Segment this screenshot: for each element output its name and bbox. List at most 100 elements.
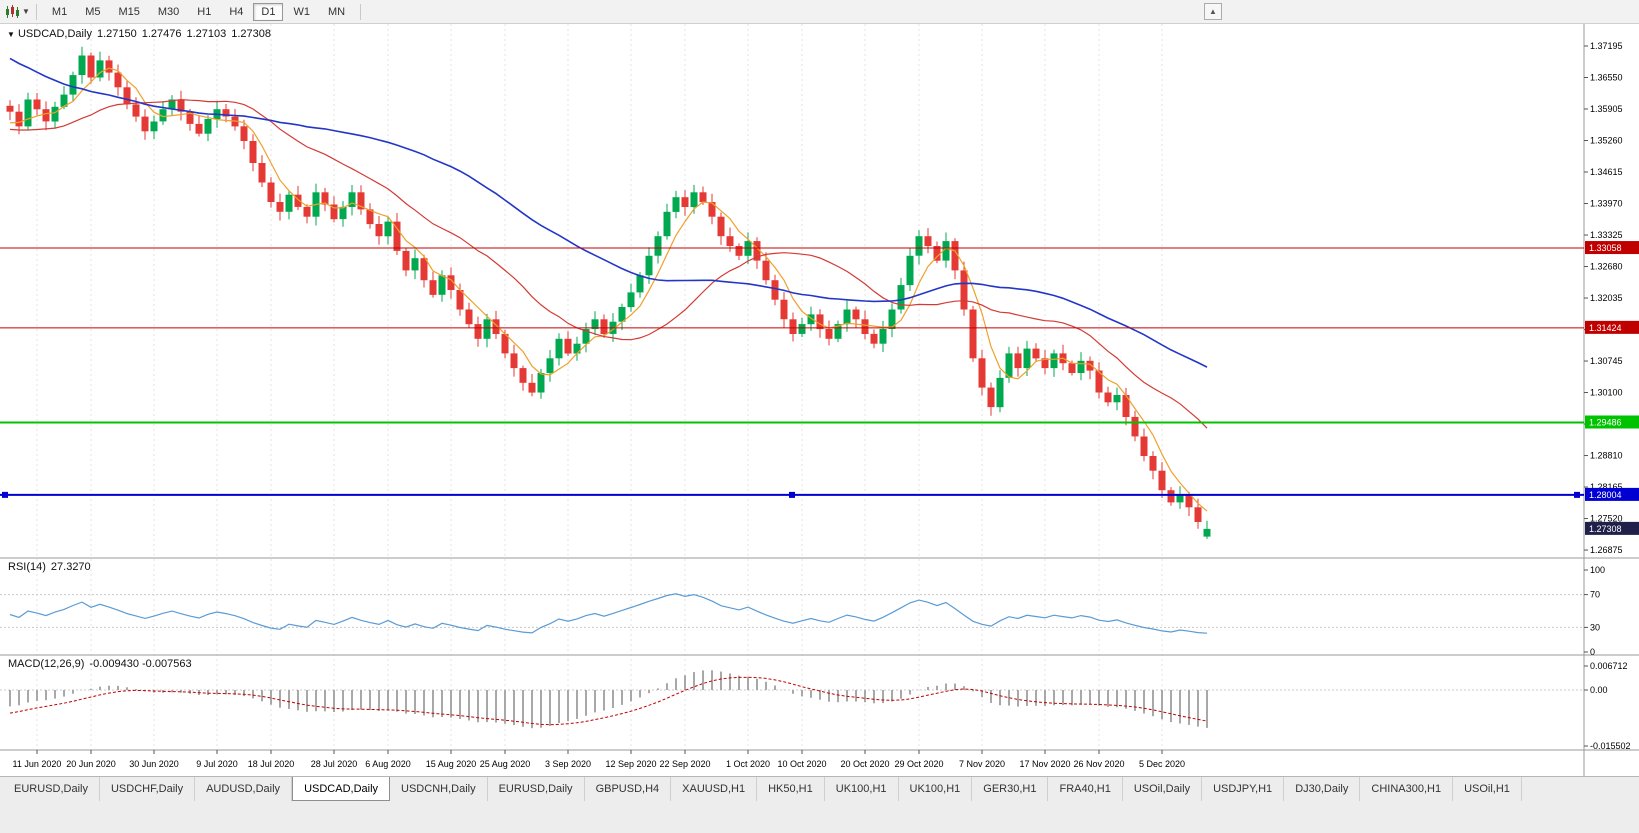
candle xyxy=(969,309,977,359)
candle xyxy=(1023,348,1031,369)
candle xyxy=(834,324,842,339)
level-lines-layer: 1.33058 1.31424 1.29486 1.28004 xyxy=(0,241,1639,501)
svg-text:1.30745: 1.30745 xyxy=(1590,356,1623,366)
price-axis[interactable]: 1.37195 1.36550 1.35905 1.35260 1.34615 1.339… xyxy=(1584,24,1639,750)
timeframe-m30-button[interactable]: M30 xyxy=(157,5,180,18)
tab-usdjpy-h1[interactable]: USDJPY,H1 xyxy=(1202,777,1285,801)
svg-text:6 Aug 2020: 6 Aug 2020 xyxy=(365,759,411,769)
svg-text:3 Sep 2020: 3 Sep 2020 xyxy=(545,759,591,769)
tab-eurusd-daily[interactable]: EURUSD,Daily xyxy=(488,777,585,801)
tab-usdchf-daily[interactable]: USDCHF,Daily xyxy=(100,777,196,801)
candle xyxy=(474,324,482,339)
candle xyxy=(888,309,896,329)
candle xyxy=(78,55,86,75)
candle xyxy=(645,255,653,276)
chevron-down-icon[interactable]: ▼ xyxy=(22,7,30,16)
ma-slow-line xyxy=(9,57,1208,368)
candle xyxy=(771,280,779,300)
candlestick-chart-icon[interactable] xyxy=(5,4,20,19)
svg-text:1.32680: 1.32680 xyxy=(1590,262,1623,272)
tab-usoil-h1[interactable]: USOil,H1 xyxy=(1453,777,1522,801)
tab-ger30-h1[interactable]: GER30,H1 xyxy=(972,777,1049,801)
svg-text:0: 0 xyxy=(1590,647,1595,657)
rsi-value: 27.3270 xyxy=(50,561,91,573)
tab-usoil-daily[interactable]: USOil,Daily xyxy=(1123,777,1203,801)
candle xyxy=(1176,495,1184,503)
candle xyxy=(267,182,275,202)
line-handle[interactable] xyxy=(789,491,795,498)
tab-uk100-h1[interactable]: UK100,H1 xyxy=(899,777,973,801)
svg-text:1.35260: 1.35260 xyxy=(1590,136,1623,146)
svg-text:12 Sep 2020: 12 Sep 2020 xyxy=(605,759,656,769)
timeframe-mn-button[interactable]: MN xyxy=(327,5,346,18)
macd-signal-line xyxy=(9,676,1208,726)
candle xyxy=(339,206,347,220)
line-handle[interactable] xyxy=(1574,491,1580,498)
svg-text:0.006712: 0.006712 xyxy=(1590,661,1628,671)
candle xyxy=(177,99,185,112)
timeframe-m1-button[interactable]: M1 xyxy=(51,5,68,18)
candle xyxy=(942,241,950,261)
svg-text:1.34615: 1.34615 xyxy=(1590,167,1623,177)
collapse-subwindow-icon[interactable]: ▼ xyxy=(7,30,15,39)
candle xyxy=(6,105,14,112)
candle xyxy=(33,99,41,110)
candle xyxy=(393,221,401,251)
candle xyxy=(987,387,995,408)
candle xyxy=(294,194,302,207)
svg-text:1.32035: 1.32035 xyxy=(1590,293,1623,303)
candle xyxy=(879,329,887,344)
chart-tabs: EURUSD,Daily USDCHF,Daily AUDUSD,Daily USDC… xyxy=(0,777,1639,801)
candle xyxy=(843,309,851,325)
tab-fra40-h1[interactable]: FRA40,H1 xyxy=(1048,777,1123,801)
svg-text:26 Nov 2020: 26 Nov 2020 xyxy=(1073,759,1124,769)
tab-usdcad-daily[interactable]: USDCAD,Daily xyxy=(292,777,391,801)
timeframe-m15-button[interactable]: M15 xyxy=(118,5,140,18)
candle xyxy=(330,204,338,220)
tab-uk100-h1[interactable]: UK100,H1 xyxy=(825,777,899,801)
scroll-up-button[interactable]: ▲ xyxy=(1204,3,1222,20)
candle xyxy=(447,275,455,290)
tab-eurusd-daily[interactable]: EURUSD,Daily xyxy=(3,777,100,801)
svg-text:1.28810: 1.28810 xyxy=(1590,451,1623,461)
candle xyxy=(15,111,23,127)
candle xyxy=(627,292,635,308)
candle xyxy=(168,99,176,110)
candle xyxy=(186,111,194,124)
tab-dj30-daily[interactable]: DJ30,Daily xyxy=(1284,777,1361,801)
tab-audusd-daily[interactable]: AUDUSD,Daily xyxy=(195,777,293,801)
candle xyxy=(528,382,536,393)
svg-text:30 Jun 2020: 30 Jun 2020 xyxy=(129,759,179,769)
tab-hk50-h1[interactable]: HK50,H1 xyxy=(757,777,825,801)
symbol-label: USDCAD,Daily xyxy=(17,28,92,40)
candle xyxy=(672,197,680,212)
moving-averages-layer xyxy=(9,57,1208,512)
timeframe-m5-button[interactable]: M5 xyxy=(85,5,101,18)
candle xyxy=(1140,436,1148,456)
candle xyxy=(420,258,428,281)
time-axis[interactable]: 11 Jun 2020 20 Jun 2020 30 Jun 2020 9 Jul 2… xyxy=(0,750,1584,776)
tab-gbpusd-h4[interactable]: GBPUSD,H4 xyxy=(585,777,672,801)
timeframe-h4-button[interactable]: H4 xyxy=(229,5,244,18)
candle xyxy=(1149,456,1157,471)
tab-china300-h1[interactable]: CHINA300,H1 xyxy=(1360,777,1454,801)
candle xyxy=(537,373,545,393)
line-handle[interactable] xyxy=(2,491,8,498)
svg-text:1 Oct 2020: 1 Oct 2020 xyxy=(726,759,770,769)
svg-text:1.27308: 1.27308 xyxy=(1589,524,1622,534)
timeframe-d1-button[interactable]: D1 xyxy=(253,2,284,21)
candle xyxy=(105,60,113,73)
candle xyxy=(1095,370,1103,393)
svg-text:28 Jul 2020: 28 Jul 2020 xyxy=(311,759,358,769)
macd-name: MACD(12,26,9) xyxy=(8,658,85,670)
timeframe-w1-button[interactable]: W1 xyxy=(293,5,310,18)
timeframe-h1-button[interactable]: H1 xyxy=(197,5,212,18)
chart-canvas[interactable]: 1.37195 1.36550 1.35905 1.35260 1.34615 1.339… xyxy=(0,0,1639,776)
candle xyxy=(42,109,50,122)
tab-xauusd-h1[interactable]: XAUUSD,H1 xyxy=(671,777,758,801)
svg-text:1.37195: 1.37195 xyxy=(1590,41,1623,51)
svg-text:-0.015502: -0.015502 xyxy=(1590,741,1631,751)
svg-text:1.30100: 1.30100 xyxy=(1590,388,1623,398)
tab-usdcnh-daily[interactable]: USDCNH,Daily xyxy=(390,777,488,801)
svg-text:1.29486: 1.29486 xyxy=(1589,418,1622,428)
